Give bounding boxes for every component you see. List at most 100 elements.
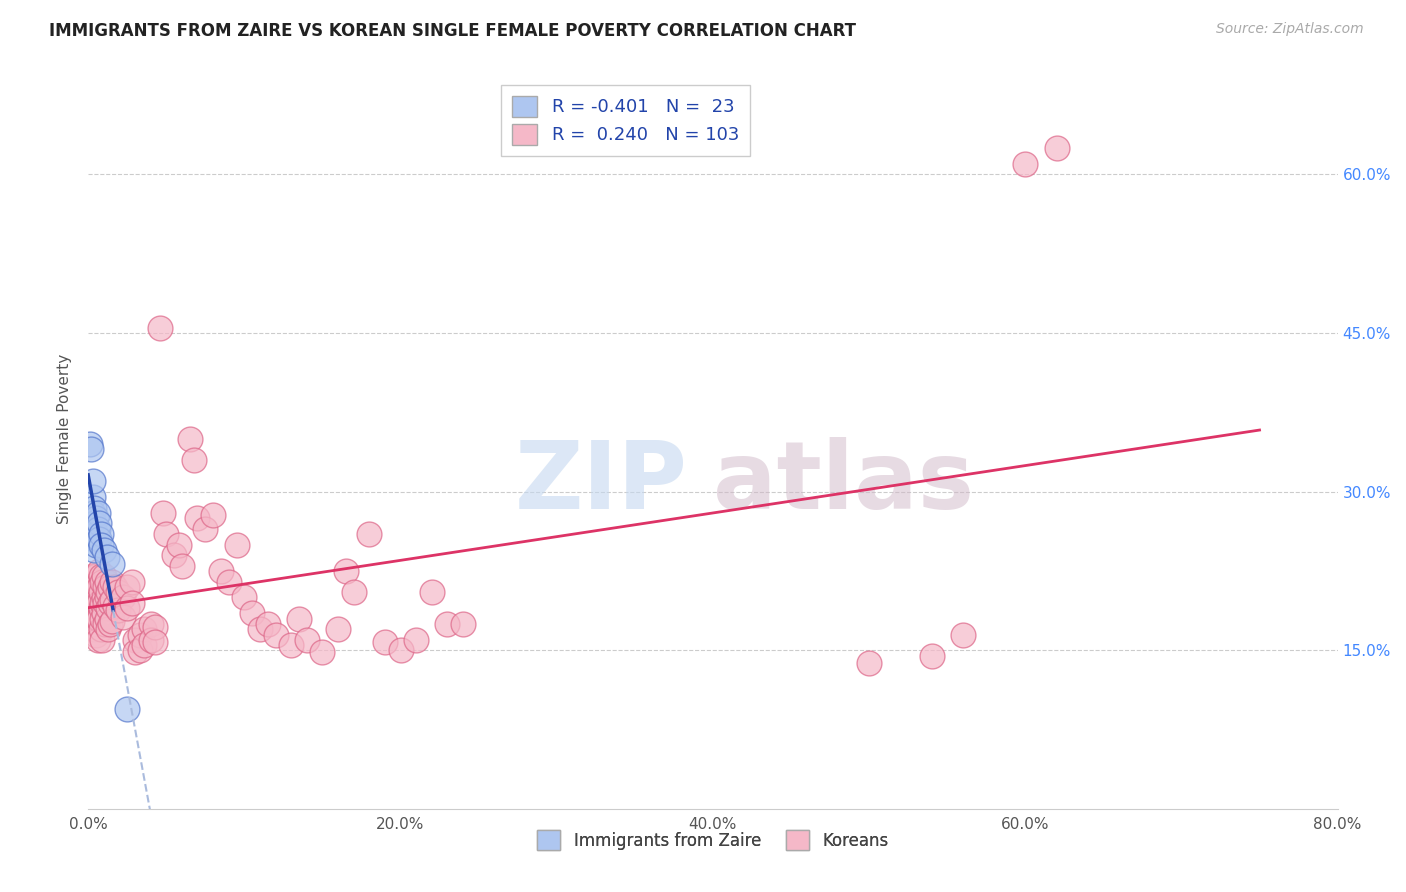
Point xyxy=(94,596,117,610)
Point xyxy=(87,564,110,578)
Point xyxy=(436,616,458,631)
Point xyxy=(295,632,318,647)
Point xyxy=(100,614,122,628)
Point xyxy=(82,569,104,583)
Point xyxy=(93,591,115,605)
Point xyxy=(82,585,104,599)
Point xyxy=(87,533,110,547)
Point xyxy=(107,585,129,599)
Point xyxy=(84,511,107,525)
Point xyxy=(86,522,108,536)
Point xyxy=(104,580,127,594)
Point xyxy=(326,622,349,636)
Point xyxy=(82,506,104,520)
Point xyxy=(128,643,150,657)
Point xyxy=(86,506,108,520)
Point xyxy=(98,616,121,631)
Point xyxy=(96,612,118,626)
Point xyxy=(84,538,107,552)
Point xyxy=(420,585,443,599)
Point xyxy=(90,601,112,615)
Point xyxy=(90,538,112,552)
Point xyxy=(87,612,110,626)
Text: ZIP: ZIP xyxy=(515,437,688,529)
Point xyxy=(80,442,103,457)
Point xyxy=(111,609,134,624)
Point xyxy=(218,574,240,589)
Point xyxy=(87,596,110,610)
Point xyxy=(134,622,156,636)
Point xyxy=(359,527,381,541)
Point xyxy=(97,622,120,636)
Text: Source: ZipAtlas.com: Source: ZipAtlas.com xyxy=(1216,22,1364,37)
Point xyxy=(90,527,112,541)
Point xyxy=(83,580,105,594)
Point xyxy=(405,632,427,647)
Point xyxy=(98,580,121,594)
Point xyxy=(87,580,110,594)
Point xyxy=(264,627,287,641)
Point xyxy=(149,320,172,334)
Point xyxy=(139,632,162,647)
Point xyxy=(921,648,943,663)
Point xyxy=(96,574,118,589)
Point xyxy=(115,701,138,715)
Point xyxy=(858,656,880,670)
Point xyxy=(128,627,150,641)
Point xyxy=(100,557,122,571)
Point xyxy=(90,622,112,636)
Point xyxy=(139,616,162,631)
Point xyxy=(163,548,186,562)
Point xyxy=(83,622,105,636)
Point xyxy=(87,516,110,531)
Point xyxy=(93,542,115,557)
Point xyxy=(124,645,146,659)
Legend: Immigrants from Zaire, Koreans: Immigrants from Zaire, Koreans xyxy=(530,823,896,856)
Point xyxy=(83,607,105,621)
Point xyxy=(343,585,366,599)
Point xyxy=(100,574,122,589)
Point xyxy=(86,632,108,647)
Point xyxy=(121,596,143,610)
Point xyxy=(202,508,225,522)
Point xyxy=(100,592,122,607)
Point xyxy=(84,627,107,641)
Point xyxy=(1014,157,1036,171)
Point xyxy=(91,632,114,647)
Point xyxy=(143,620,166,634)
Point xyxy=(1045,141,1067,155)
Point xyxy=(80,596,103,610)
Point xyxy=(107,603,129,617)
Point xyxy=(170,558,193,573)
Point xyxy=(91,596,114,610)
Point xyxy=(86,612,108,626)
Point xyxy=(115,601,138,615)
Point xyxy=(183,453,205,467)
Point xyxy=(98,596,121,610)
Point xyxy=(249,622,271,636)
Point xyxy=(952,627,974,641)
Point xyxy=(143,635,166,649)
Point xyxy=(83,596,105,610)
Point xyxy=(97,585,120,599)
Point xyxy=(83,516,105,531)
Point xyxy=(82,522,104,536)
Point xyxy=(96,550,118,565)
Point xyxy=(335,564,357,578)
Point xyxy=(84,607,107,621)
Point xyxy=(83,533,105,547)
Point xyxy=(233,591,256,605)
Text: IMMIGRANTS FROM ZAIRE VS KOREAN SINGLE FEMALE POVERTY CORRELATION CHART: IMMIGRANTS FROM ZAIRE VS KOREAN SINGLE F… xyxy=(49,22,856,40)
Point xyxy=(111,591,134,605)
Point xyxy=(155,527,177,541)
Point xyxy=(86,596,108,610)
Point xyxy=(179,432,201,446)
Point xyxy=(115,580,138,594)
Point xyxy=(94,580,117,594)
Point xyxy=(93,607,115,621)
Y-axis label: Single Female Poverty: Single Female Poverty xyxy=(58,353,72,524)
Point xyxy=(280,638,302,652)
Point xyxy=(124,632,146,647)
Point xyxy=(94,616,117,631)
Point xyxy=(209,564,232,578)
